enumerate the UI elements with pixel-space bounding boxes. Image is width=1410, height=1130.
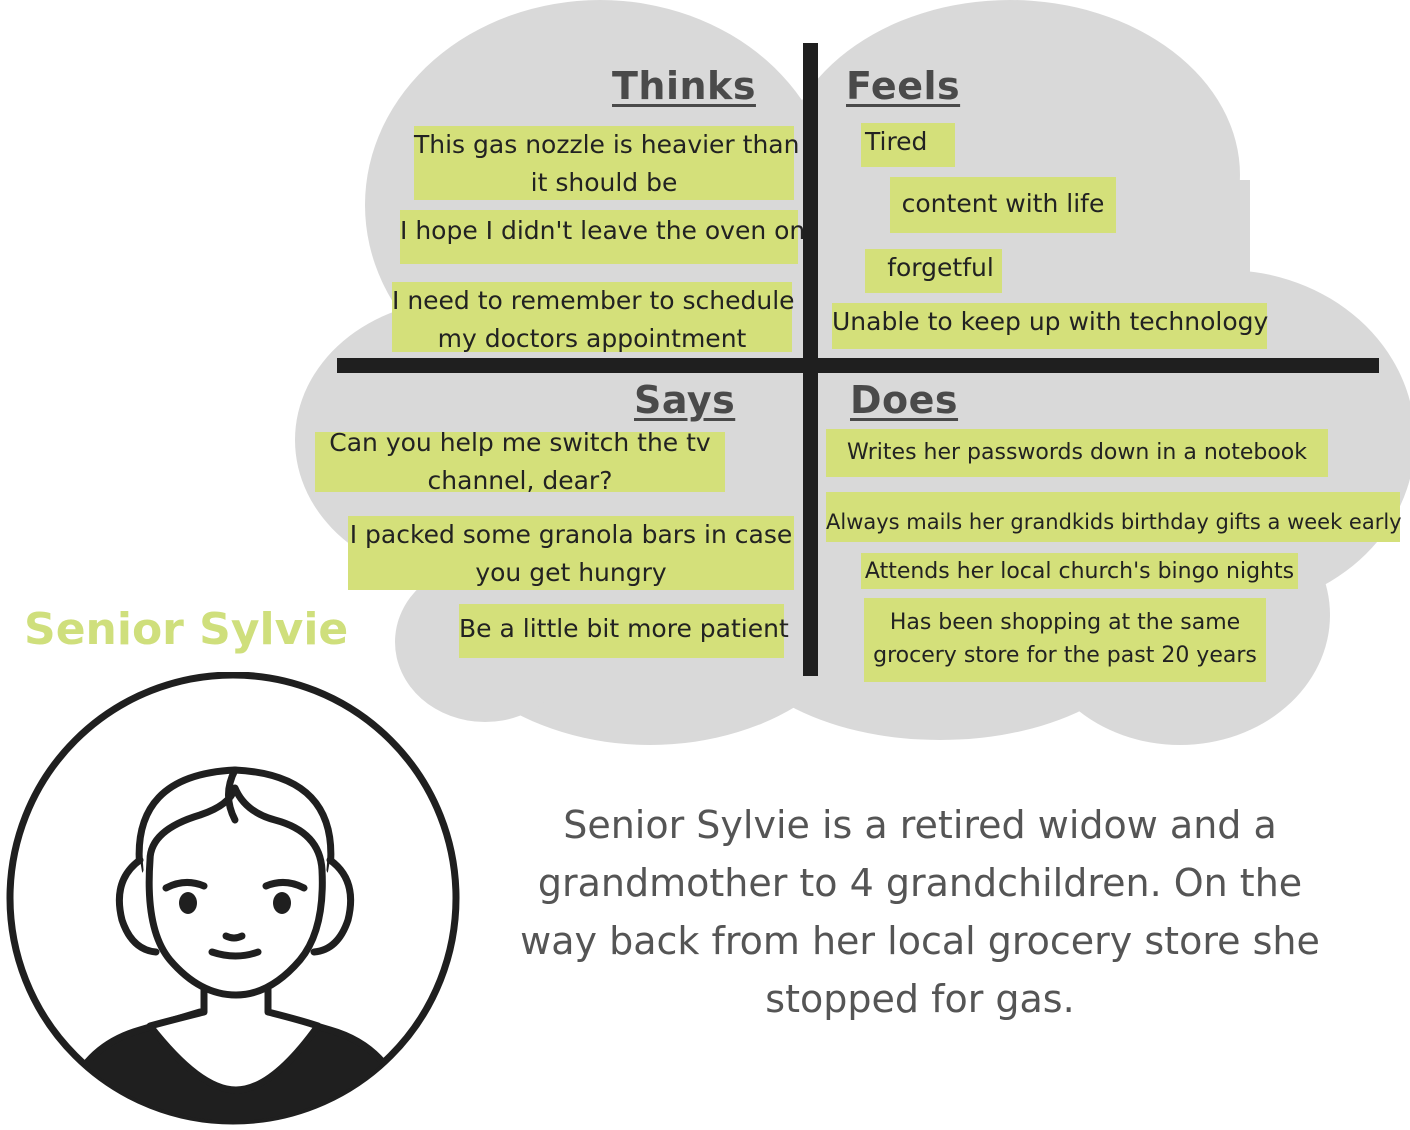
- feels-note: content with life: [890, 177, 1116, 233]
- avatar: [6, 672, 460, 1125]
- feels-note: Unable to keep up with technology: [832, 303, 1268, 349]
- thinks-note: This gas nozzle is heavier than it should…: [414, 126, 799, 200]
- persona-description: Senior Sylvie is a retired widow and a g…: [520, 803, 1320, 1021]
- does-note: Writes her passwords down in a notebook: [826, 429, 1328, 477]
- does-heading: Does: [850, 378, 959, 422]
- says-note: Can you help me switch the tv channel, de…: [315, 428, 725, 495]
- feels-note: Tired: [861, 123, 955, 167]
- says-note: Be a little bit more patient: [459, 604, 789, 658]
- does-note: Always mails her grandkids birthday gift…: [826, 492, 1402, 542]
- horizontal-divider: [337, 358, 1379, 373]
- feels-heading: Feels: [846, 64, 961, 108]
- says-heading: Says: [634, 378, 736, 422]
- says-note: I packed some granola bars in case you ge…: [348, 516, 794, 590]
- thinks-heading: Thinks: [612, 64, 756, 108]
- thinks-note: I need to remember to schedule my doctors…: [392, 282, 795, 353]
- feels-note: forgetful: [865, 249, 1002, 293]
- persona-name: Senior Sylvie: [24, 604, 349, 655]
- thinks-note: I hope I didn't leave the oven on: [400, 210, 805, 264]
- does-note: Has been shopping at the same grocery sto…: [864, 598, 1266, 682]
- does-note: Attends her local church's bingo nights: [861, 553, 1298, 589]
